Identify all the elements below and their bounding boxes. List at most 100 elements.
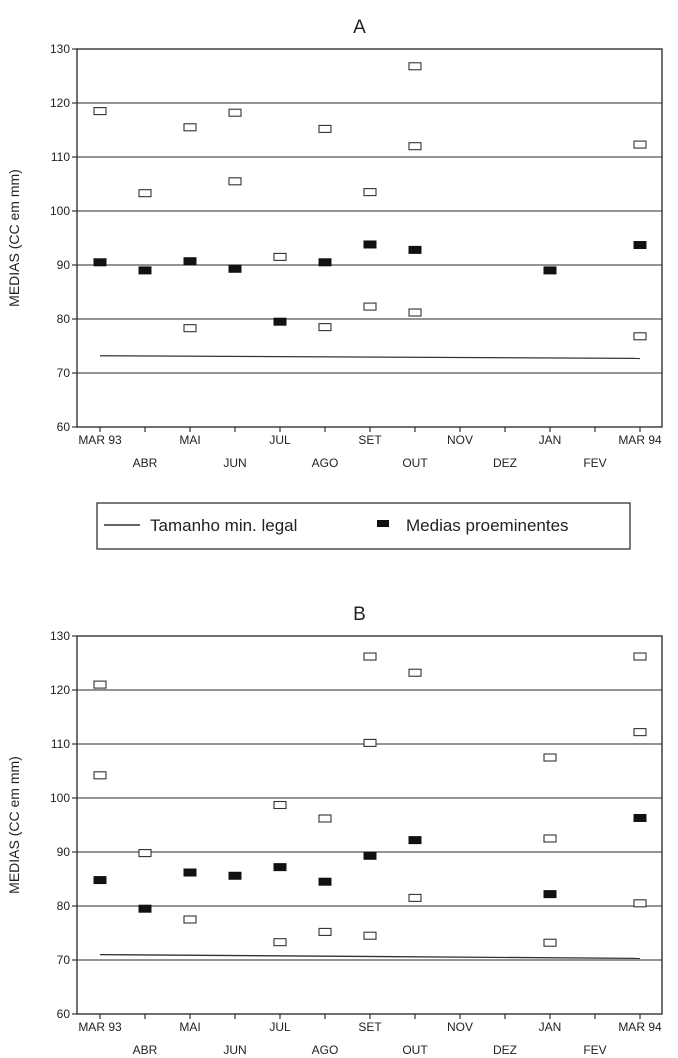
prominent-mean-marker [228,264,242,273]
mean-marker [543,938,557,947]
x-tick-label: MAR 94 [618,1020,662,1034]
y-axis-label: MEDIAS (CC em mm) [6,169,22,307]
chart-a: A MEDIAS (CC em mm) 60 70 80 90 100 110 120 130 MA… [6,17,663,470]
prominent-mean-marker [633,241,647,250]
mean-marker [273,938,287,947]
prominent-mean-marker [138,266,152,275]
prominent-mean-marker [363,240,377,249]
mean-marker [363,931,377,940]
x-tick-label: MAR 93 [78,433,122,447]
y-tick-label: 130 [50,629,70,643]
prominent-mean-marker [318,258,332,267]
mean-marker [183,915,197,924]
mean-marker [408,62,422,71]
prominent-mean-marker [93,876,107,885]
mean-marker [273,800,287,810]
prominent-mean-marker [183,868,197,877]
prominent-mean-marker [138,904,152,913]
x-tick-label: MAI [179,1020,200,1034]
x-tick-label: JUL [269,1020,291,1034]
legend: Tamanho min. legal Medias proeminentes [96,502,631,550]
min-legal-size-line [99,953,641,960]
mean-marker [93,680,107,689]
x-tick-label: AGO [312,456,339,470]
x-tick-label: SET [358,1020,382,1034]
x-tick-label: MAR 93 [78,1020,122,1034]
prominent-mean-marker [273,863,287,872]
plot-frame [76,48,663,428]
y-tick-label: 90 [57,845,71,859]
y-tick-label: 70 [57,953,71,967]
mean-marker [408,142,422,151]
prominent-mean-marker [543,266,557,275]
y-tick-label: 80 [57,899,71,913]
mean-marker [633,652,647,661]
y-tick-label: 110 [51,150,70,164]
mean-marker [273,252,287,261]
mean-marker [363,188,377,197]
y-tick-label: 70 [57,366,71,380]
mean-marker [138,189,152,198]
x-tick-label: JAN [539,1020,562,1034]
y-tick-label: 100 [50,204,70,218]
prominent-mean-marker [318,877,332,886]
mean-marker [633,899,647,908]
chart-title: A [353,17,366,38]
mean-marker [183,324,197,333]
x-tick-label: NOV [447,1020,473,1034]
mean-marker [363,302,377,311]
mean-marker [408,893,422,902]
prominent-mean-marker [408,836,422,845]
mean-marker [183,123,197,132]
x-tick-label: ABR [133,456,158,470]
prominent-mean-marker [408,245,422,254]
mean-marker [318,927,332,936]
mean-marker [363,738,377,747]
prominent-mean-marker [633,813,647,822]
x-tick-label: NOV [447,433,473,447]
mean-marker [318,124,332,133]
chart-title: B [353,604,366,625]
mean-marker [363,652,377,661]
chart-b: B MEDIAS (CC em mm) 60 70 80 90 100 110 120 130 MA… [6,604,663,1057]
mean-marker [543,834,557,843]
prominent-mean-marker [228,871,242,880]
mean-marker [93,771,107,780]
mean-marker [228,177,242,186]
y-axis-label: MEDIAS (CC em mm) [6,756,22,894]
mean-marker [543,753,557,762]
x-tick-label: FEV [583,456,606,470]
y-tick-label: 120 [50,683,70,697]
mean-marker [408,668,422,677]
x-tick-label: JAN [539,433,562,447]
prominent-mean-marker [543,890,557,899]
prominent-mean-marker [93,258,107,267]
prominent-mean-marker [183,257,197,266]
legend-marker-label: Medias proeminentes [406,516,569,535]
x-tick-label: JUL [269,433,291,447]
y-tick-label: 120 [50,96,70,110]
min-legal-size-line [99,355,641,360]
y-tick-label: 110 [51,737,70,751]
y-tick-label: 60 [57,420,71,434]
x-tick-label: JUN [223,1043,246,1057]
x-tick-label: DEZ [493,456,517,470]
prominent-mean-marker [363,851,377,860]
x-tick-label: MAR 94 [618,433,662,447]
x-tick-label: DEZ [493,1043,517,1057]
legend-line-label: Tamanho min. legal [150,516,297,535]
x-tick-label: OUT [402,1043,428,1057]
y-tick-label: 100 [50,791,70,805]
x-tick-label: FEV [583,1043,606,1057]
x-tick-label: MAI [179,433,200,447]
x-tick-label: JUN [223,456,246,470]
y-tick-label: 90 [57,258,71,272]
mean-marker [633,728,647,737]
y-tick-label: 60 [57,1007,71,1021]
y-tick-label: 130 [50,42,70,56]
legend-marker-swatch [377,520,389,527]
x-tick-label: ABR [133,1043,158,1057]
mean-marker [633,140,647,149]
prominent-mean-marker [273,317,287,326]
